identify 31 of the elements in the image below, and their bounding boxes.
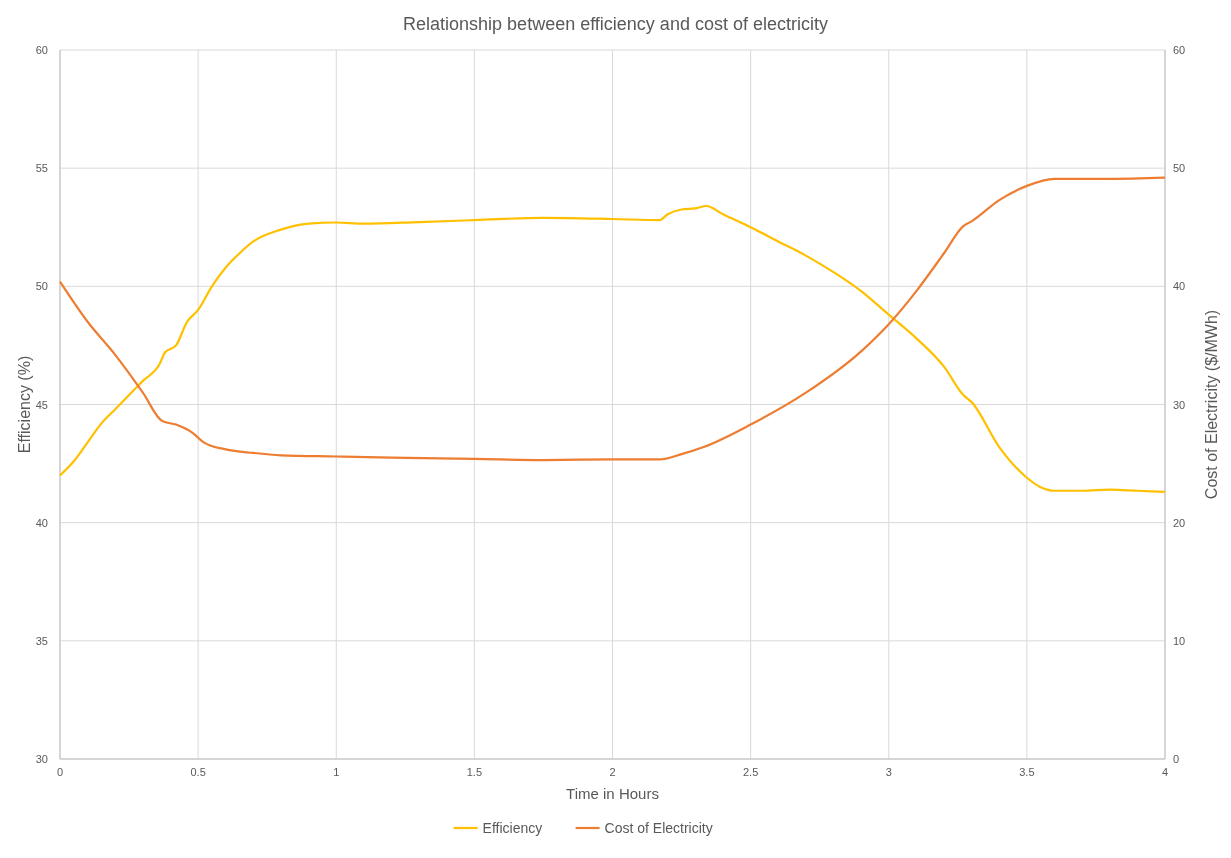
y2-tick-label: 40 [1173,280,1186,293]
y-axis-title: Efficiency (%) [16,355,33,454]
x-tick-label: 4 [1161,766,1169,778]
chart-title: Relationship between efficiency and cost of electricity [403,14,828,34]
y-tick-label: 55 [35,162,48,175]
x-tick-label: 2.5 [742,766,759,778]
line-series [58,176,1167,462]
y-tick-label: 50 [35,280,48,293]
legend-label: Cost of Electricity [604,820,713,836]
y2-tick-label: 20 [1173,516,1186,529]
x-axis-title: Time in Hours [566,785,659,802]
x-tick-label: 2 [609,766,616,778]
y2-tick-label: 0 [1173,753,1180,765]
x-tick-label: 0 [56,766,64,778]
y2-tick-label: 10 [1173,634,1186,647]
y-tick-label: 40 [35,516,48,529]
y2-tick-label: 50 [1173,162,1186,175]
y-tick-label: 45 [35,398,48,411]
line-series [58,204,1167,494]
y2-tick-label: 60 [1173,44,1186,56]
y-tick-label: 30 [35,753,48,765]
x-tick-label: 1 [333,766,340,778]
y-tick-label: 35 [35,634,48,647]
y2-tick-label: 30 [1173,398,1186,411]
x-tick-label: 0.5 [190,766,206,778]
y-tick-label: 60 [35,44,48,56]
x-tick-label: 3 [885,766,892,778]
x-tick-label: 1.5 [466,766,483,778]
x-tick-label: 3.5 [1019,766,1035,778]
y2-axis-title: Cost of Electricity ($/MWh) [1203,309,1220,500]
legend-label: Efficiency [482,820,543,836]
